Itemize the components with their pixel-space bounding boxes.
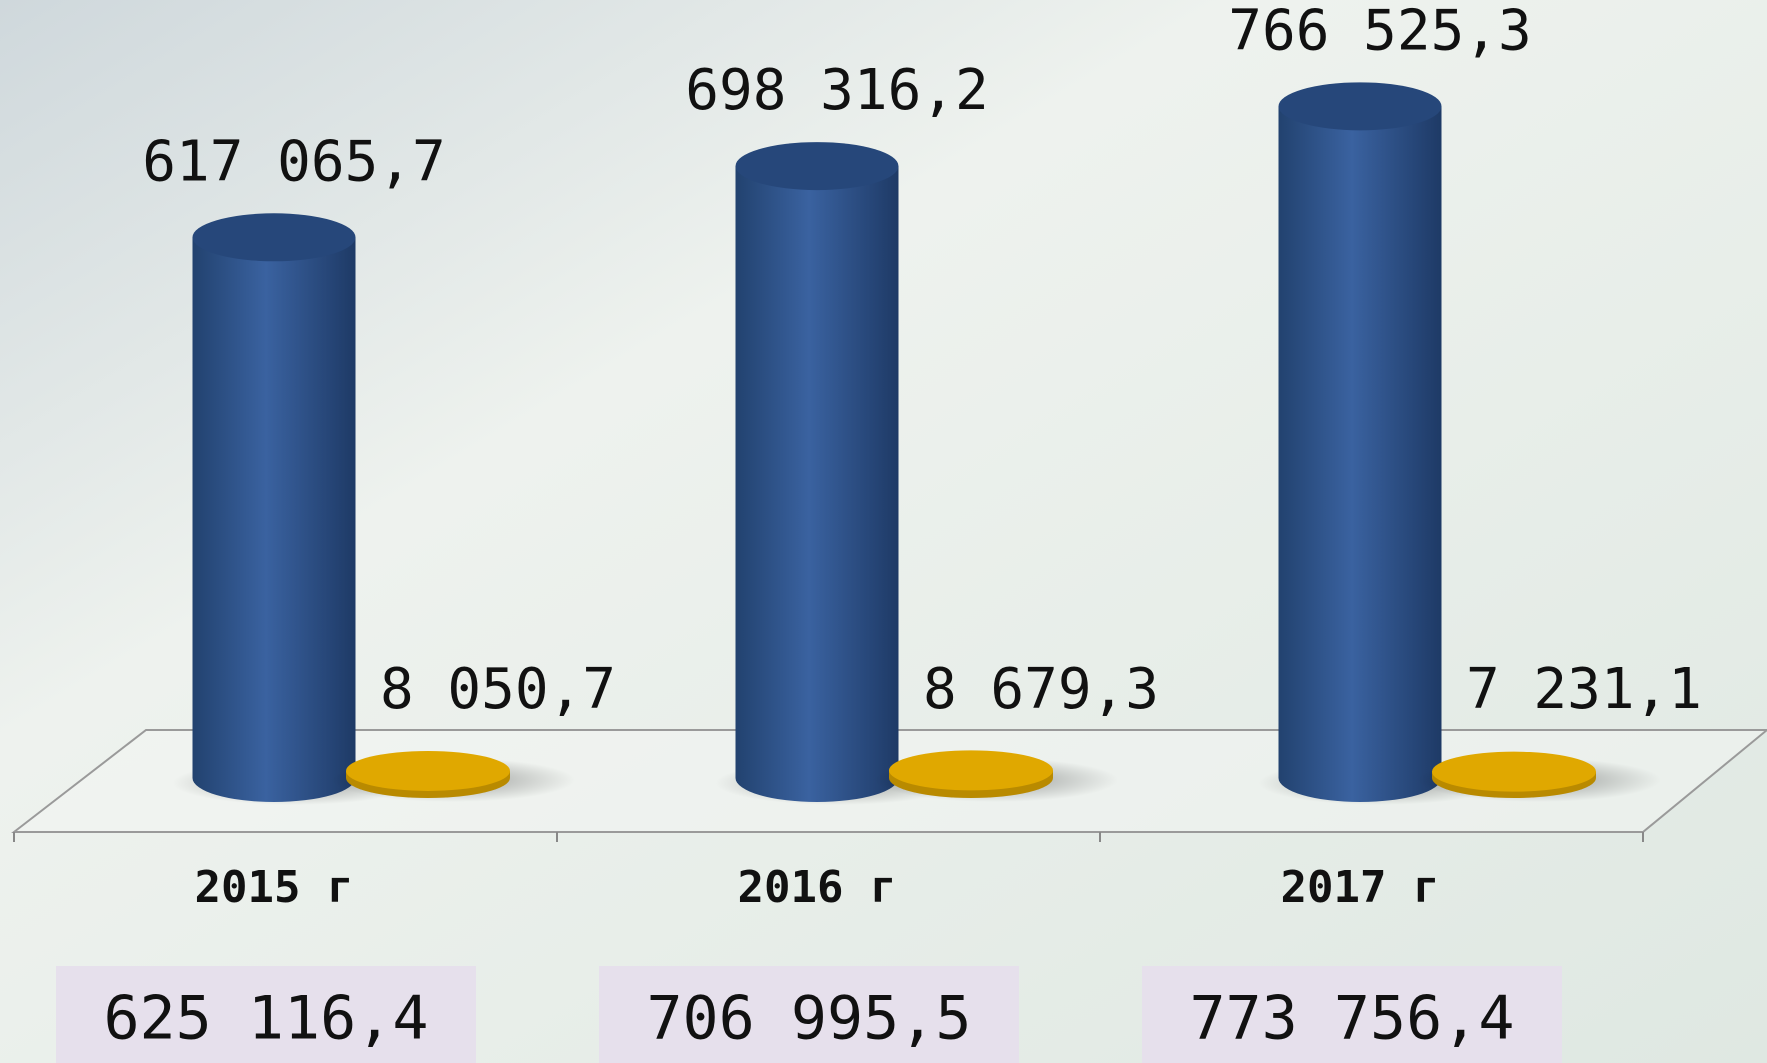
total-box [56,966,476,1063]
cylinder [192,237,356,803]
disc-top [889,750,1053,791]
category-label: 2015 г [195,862,354,913]
value-label: 8 050,7 [380,657,616,722]
total-box [599,966,1019,1063]
cylinder-top [192,213,356,262]
category-label: 2017 г [1281,862,1440,913]
value-label: 766 525,3 [1228,0,1531,63]
total-label: 625 116,4 [103,984,428,1054]
cylinder [1278,106,1442,802]
disc-top [1432,751,1596,792]
value-label: 617 065,7 [142,129,445,194]
total-label: 706 995,5 [646,984,971,1054]
category-label: 2016 г [738,862,897,913]
total-label: 773 756,4 [1189,984,1514,1054]
cylinder-top [1278,82,1442,131]
total-box [1142,966,1562,1063]
cylinder [735,166,899,802]
cylinder-top [735,142,899,191]
value-label: 698 316,2 [685,58,988,123]
value-label: 8 679,3 [923,657,1159,722]
disc-top [346,750,510,791]
value-label: 7 231,1 [1466,657,1702,722]
